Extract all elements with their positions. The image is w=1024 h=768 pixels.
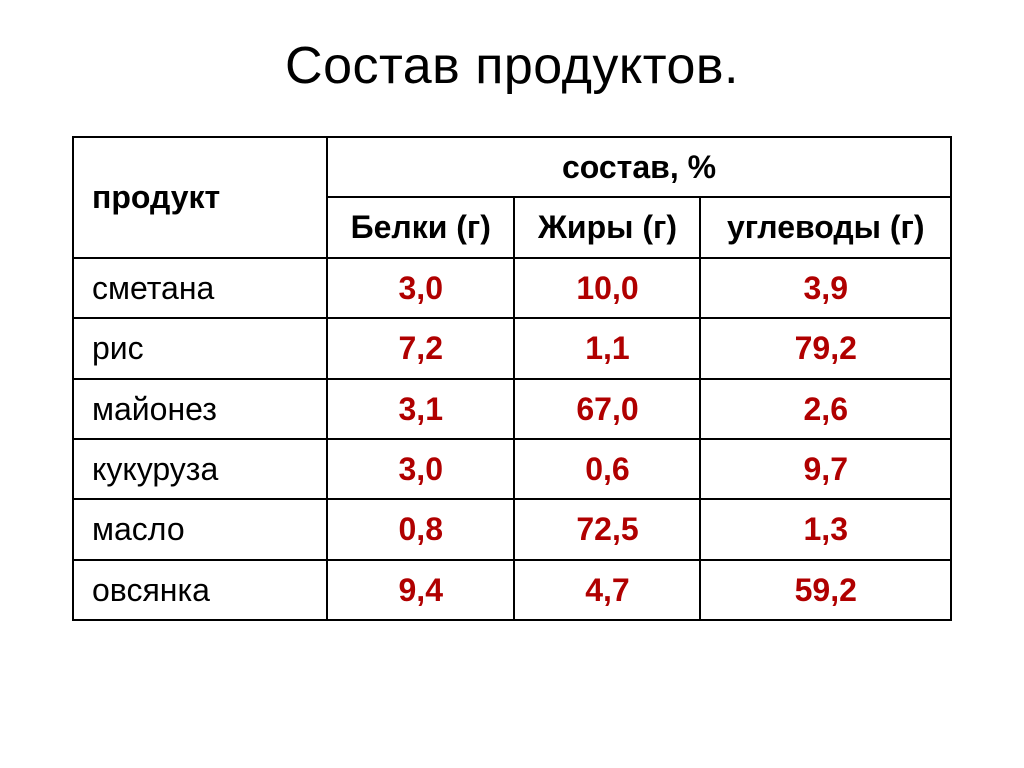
cell-fats: 10,0 <box>514 258 700 318</box>
table-row: майонез3,167,02,6 <box>73 379 951 439</box>
col-header-carbs: углеводы (г) <box>700 197 951 257</box>
table-row: масло0,872,51,3 <box>73 499 951 559</box>
row-label: рис <box>73 318 327 378</box>
cell-carbs: 9,7 <box>700 439 951 499</box>
table-row: овсянка9,44,759,2 <box>73 560 951 620</box>
cell-fats: 4,7 <box>514 560 700 620</box>
cell-proteins: 7,2 <box>327 318 514 378</box>
cell-proteins: 9,4 <box>327 560 514 620</box>
col-header-fats: Жиры (г) <box>514 197 700 257</box>
cell-fats: 72,5 <box>514 499 700 559</box>
table-row: рис7,21,179,2 <box>73 318 951 378</box>
page-title: Состав продуктов. <box>0 36 1024 96</box>
cell-proteins: 0,8 <box>327 499 514 559</box>
row-label: майонез <box>73 379 327 439</box>
composition-table: продукт состав, % Белки (г) Жиры (г) угл… <box>72 136 952 621</box>
cell-carbs: 2,6 <box>700 379 951 439</box>
cell-proteins: 3,0 <box>327 439 514 499</box>
cell-fats: 67,0 <box>514 379 700 439</box>
table-body: сметана3,010,03,9рис7,21,179,2майонез3,1… <box>73 258 951 620</box>
table-row: кукуруза3,00,69,7 <box>73 439 951 499</box>
cell-carbs: 3,9 <box>700 258 951 318</box>
row-label: кукуруза <box>73 439 327 499</box>
table-header-row-1: продукт состав, % <box>73 137 951 197</box>
slide: Состав продуктов. продукт состав, % Белк… <box>0 0 1024 768</box>
table-row: сметана3,010,03,9 <box>73 258 951 318</box>
cell-carbs: 79,2 <box>700 318 951 378</box>
table-head: продукт состав, % Белки (г) Жиры (г) угл… <box>73 137 951 258</box>
cell-carbs: 59,2 <box>700 560 951 620</box>
col-header-composition: состав, % <box>327 137 951 197</box>
col-header-proteins: Белки (г) <box>327 197 514 257</box>
cell-proteins: 3,1 <box>327 379 514 439</box>
cell-proteins: 3,0 <box>327 258 514 318</box>
row-label: масло <box>73 499 327 559</box>
row-label: овсянка <box>73 560 327 620</box>
cell-carbs: 1,3 <box>700 499 951 559</box>
row-label: сметана <box>73 258 327 318</box>
cell-fats: 0,6 <box>514 439 700 499</box>
cell-fats: 1,1 <box>514 318 700 378</box>
col-header-product: продукт <box>73 137 327 258</box>
